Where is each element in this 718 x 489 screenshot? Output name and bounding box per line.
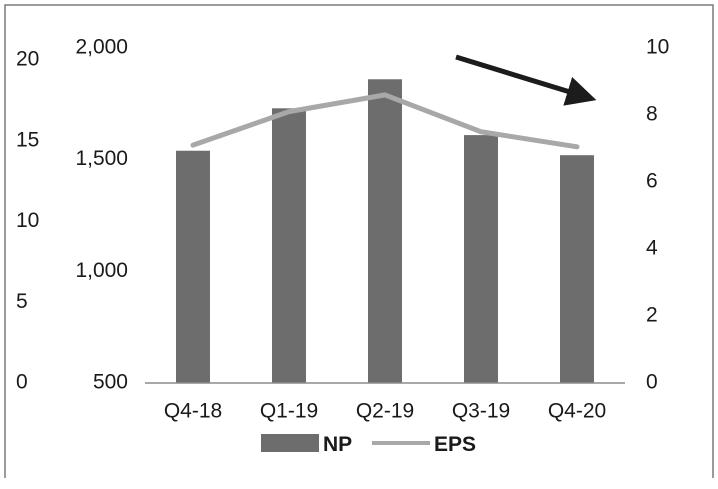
outer-left-tick-label: 20 [16, 48, 39, 71]
legend-np-swatch [261, 434, 319, 452]
legend: NP EPS [261, 433, 476, 456]
x-axis: Q4-18 Q1-19 Q2-19 Q3-19 Q4-20 [164, 400, 606, 423]
left-tick-label: 1,000 [75, 259, 128, 282]
legend-eps-label: EPS [434, 433, 476, 456]
np-bar [368, 79, 402, 383]
np-bar [464, 135, 498, 383]
left-tick-label: 1,500 [75, 147, 128, 170]
outer-left-tick-label: 0 [16, 371, 28, 394]
right-tick-label: 6 [646, 170, 658, 193]
x-tick-label: Q4-18 [164, 400, 222, 423]
outer-left-tick-label: 15 [16, 128, 39, 151]
right-tick-label: 10 [646, 36, 669, 59]
x-tick-label: Q4-20 [548, 400, 606, 423]
x-tick-label: Q1-19 [260, 400, 318, 423]
np-bar [272, 108, 306, 383]
left-tick-label: 2,000 [75, 36, 128, 59]
legend-np-label: NP [323, 433, 352, 456]
right-axis: 0 2 4 6 8 10 [646, 36, 669, 394]
np-bar [176, 151, 210, 383]
trend-arrow [456, 57, 583, 96]
right-tick-label: 2 [646, 304, 658, 327]
left-axis: 500 1,000 1,500 2,000 [75, 36, 128, 394]
right-tick-label: 0 [646, 371, 658, 394]
right-tick-label: 4 [646, 237, 658, 260]
outer-left-tick-label: 10 [16, 209, 39, 232]
outer-left-axis: 0 5 10 15 20 [16, 48, 39, 394]
x-tick-label: Q2-19 [356, 400, 414, 423]
right-tick-label: 8 [646, 103, 658, 126]
x-tick-label: Q3-19 [452, 400, 510, 423]
np-bars [176, 79, 594, 383]
np-bar [560, 155, 594, 383]
left-tick-label: 500 [93, 371, 128, 394]
outer-left-tick-label: 5 [16, 290, 28, 313]
